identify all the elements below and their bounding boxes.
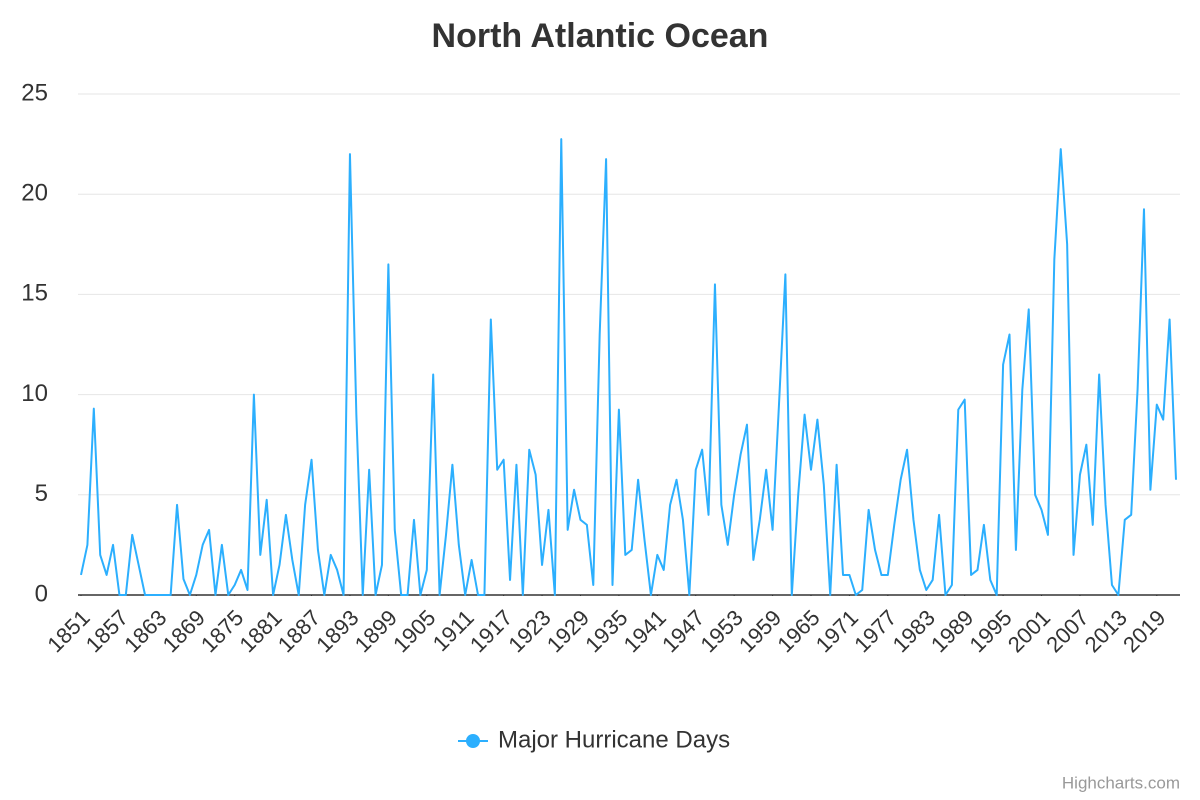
legend-label: Major Hurricane Days — [498, 726, 730, 753]
y-tick-label: 5 — [35, 480, 48, 507]
credits: Highcharts.com — [1062, 773, 1180, 792]
y-tick-label: 10 — [21, 380, 48, 407]
y-tick-label: 0 — [35, 580, 48, 607]
chart-title: North Atlantic Ocean — [432, 17, 769, 55]
data-line — [80, 138, 1177, 596]
legend-marker — [466, 734, 480, 748]
y-tick-label: 15 — [21, 280, 48, 307]
y-tick-label: 20 — [21, 180, 48, 207]
y-tick-label: 25 — [21, 79, 48, 106]
